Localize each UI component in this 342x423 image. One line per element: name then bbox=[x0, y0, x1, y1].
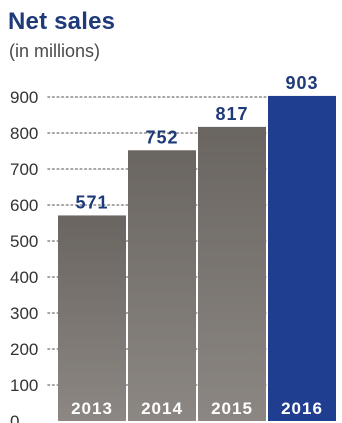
x-tick-label-2013: 2013 bbox=[71, 399, 113, 418]
bar-2013 bbox=[58, 215, 126, 421]
value-label-2015: 817 bbox=[215, 104, 248, 124]
y-tick-label-100: 100 bbox=[10, 376, 38, 395]
value-label-2016: 903 bbox=[285, 73, 318, 93]
value-label-2013: 571 bbox=[75, 192, 108, 212]
y-tick-label-500: 500 bbox=[10, 232, 38, 251]
y-tick-label-300: 300 bbox=[10, 304, 38, 323]
x-tick-label-2016: 2016 bbox=[281, 399, 323, 418]
chart-title: Net sales bbox=[8, 8, 116, 35]
bars bbox=[58, 95, 336, 422]
x-tick-label-2014: 2014 bbox=[141, 399, 183, 418]
chart-subtitle: (in millions) bbox=[9, 41, 101, 61]
y-axis-ticks: 0 100 200 300 400 500 600 700 800 900 bbox=[10, 88, 38, 423]
y-tick-label-900: 900 bbox=[10, 88, 38, 107]
data-labels: 2013 571 2014 752 2015 817 2016 903 bbox=[71, 73, 323, 418]
x-tick-label-2015: 2015 bbox=[211, 399, 253, 418]
value-label-2014: 752 bbox=[145, 127, 178, 147]
y-tick-label-200: 200 bbox=[10, 340, 38, 359]
y-tick-label-800: 800 bbox=[10, 124, 38, 143]
y-tick-label-0: 0 bbox=[10, 412, 19, 423]
bar-2015 bbox=[198, 126, 266, 421]
y-tick-label-600: 600 bbox=[10, 196, 38, 215]
y-tick-label-400: 400 bbox=[10, 268, 38, 287]
bar-2014 bbox=[128, 150, 196, 421]
bar-2016 bbox=[268, 95, 336, 422]
y-tick-label-700: 700 bbox=[10, 160, 38, 179]
